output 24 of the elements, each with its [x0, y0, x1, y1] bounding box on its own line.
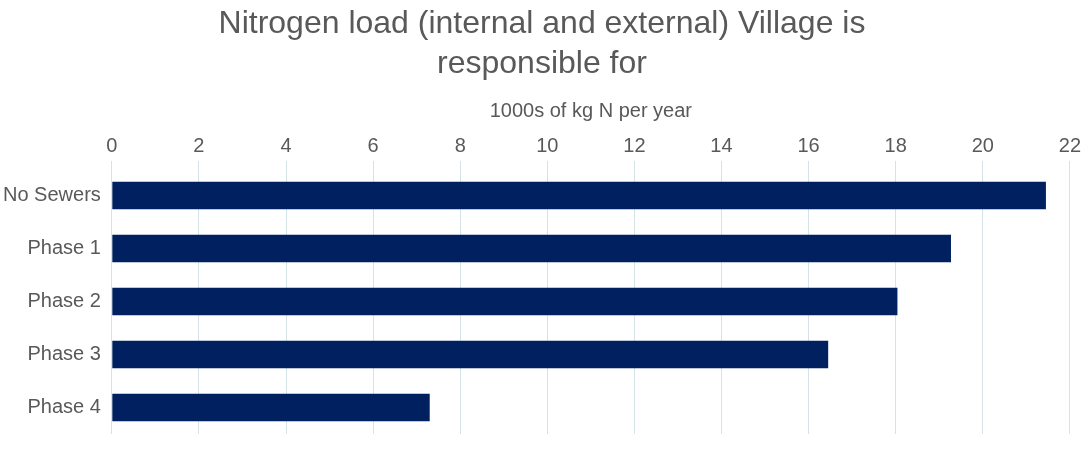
x-tick-label: 16 [797, 133, 820, 156]
bar [112, 181, 1046, 210]
bar [112, 234, 951, 263]
x-tick-label: 20 [971, 133, 994, 156]
x-tick-label: 12 [623, 133, 646, 156]
chart-title: Nitrogen load (internal and external) Village is responsible for [217, 3, 867, 82]
x-tick-label: 4 [280, 133, 292, 156]
y-tick-label: Phase 1 [27, 236, 101, 259]
x-tick-label: 14 [710, 133, 733, 156]
y-tick-label: Phase 4 [27, 395, 101, 418]
bar [112, 340, 829, 369]
y-tick-label: Phase 2 [27, 289, 101, 312]
y-tick-label: Phase 3 [27, 342, 101, 365]
y-tick-label: No Sewers [3, 183, 101, 206]
x-tick-label: 10 [536, 133, 559, 156]
x-axis-title: 1000s of kg N per year [489, 98, 693, 121]
x-tick-label: 6 [367, 133, 379, 156]
x-tick-label: 8 [454, 133, 466, 156]
x-tick-label: 2 [193, 133, 205, 156]
x-tick-label: 0 [106, 133, 118, 156]
bar [112, 287, 898, 316]
bar [112, 393, 430, 422]
x-tick-label: 18 [884, 133, 907, 156]
x-tick-label: 22 [1058, 133, 1081, 156]
